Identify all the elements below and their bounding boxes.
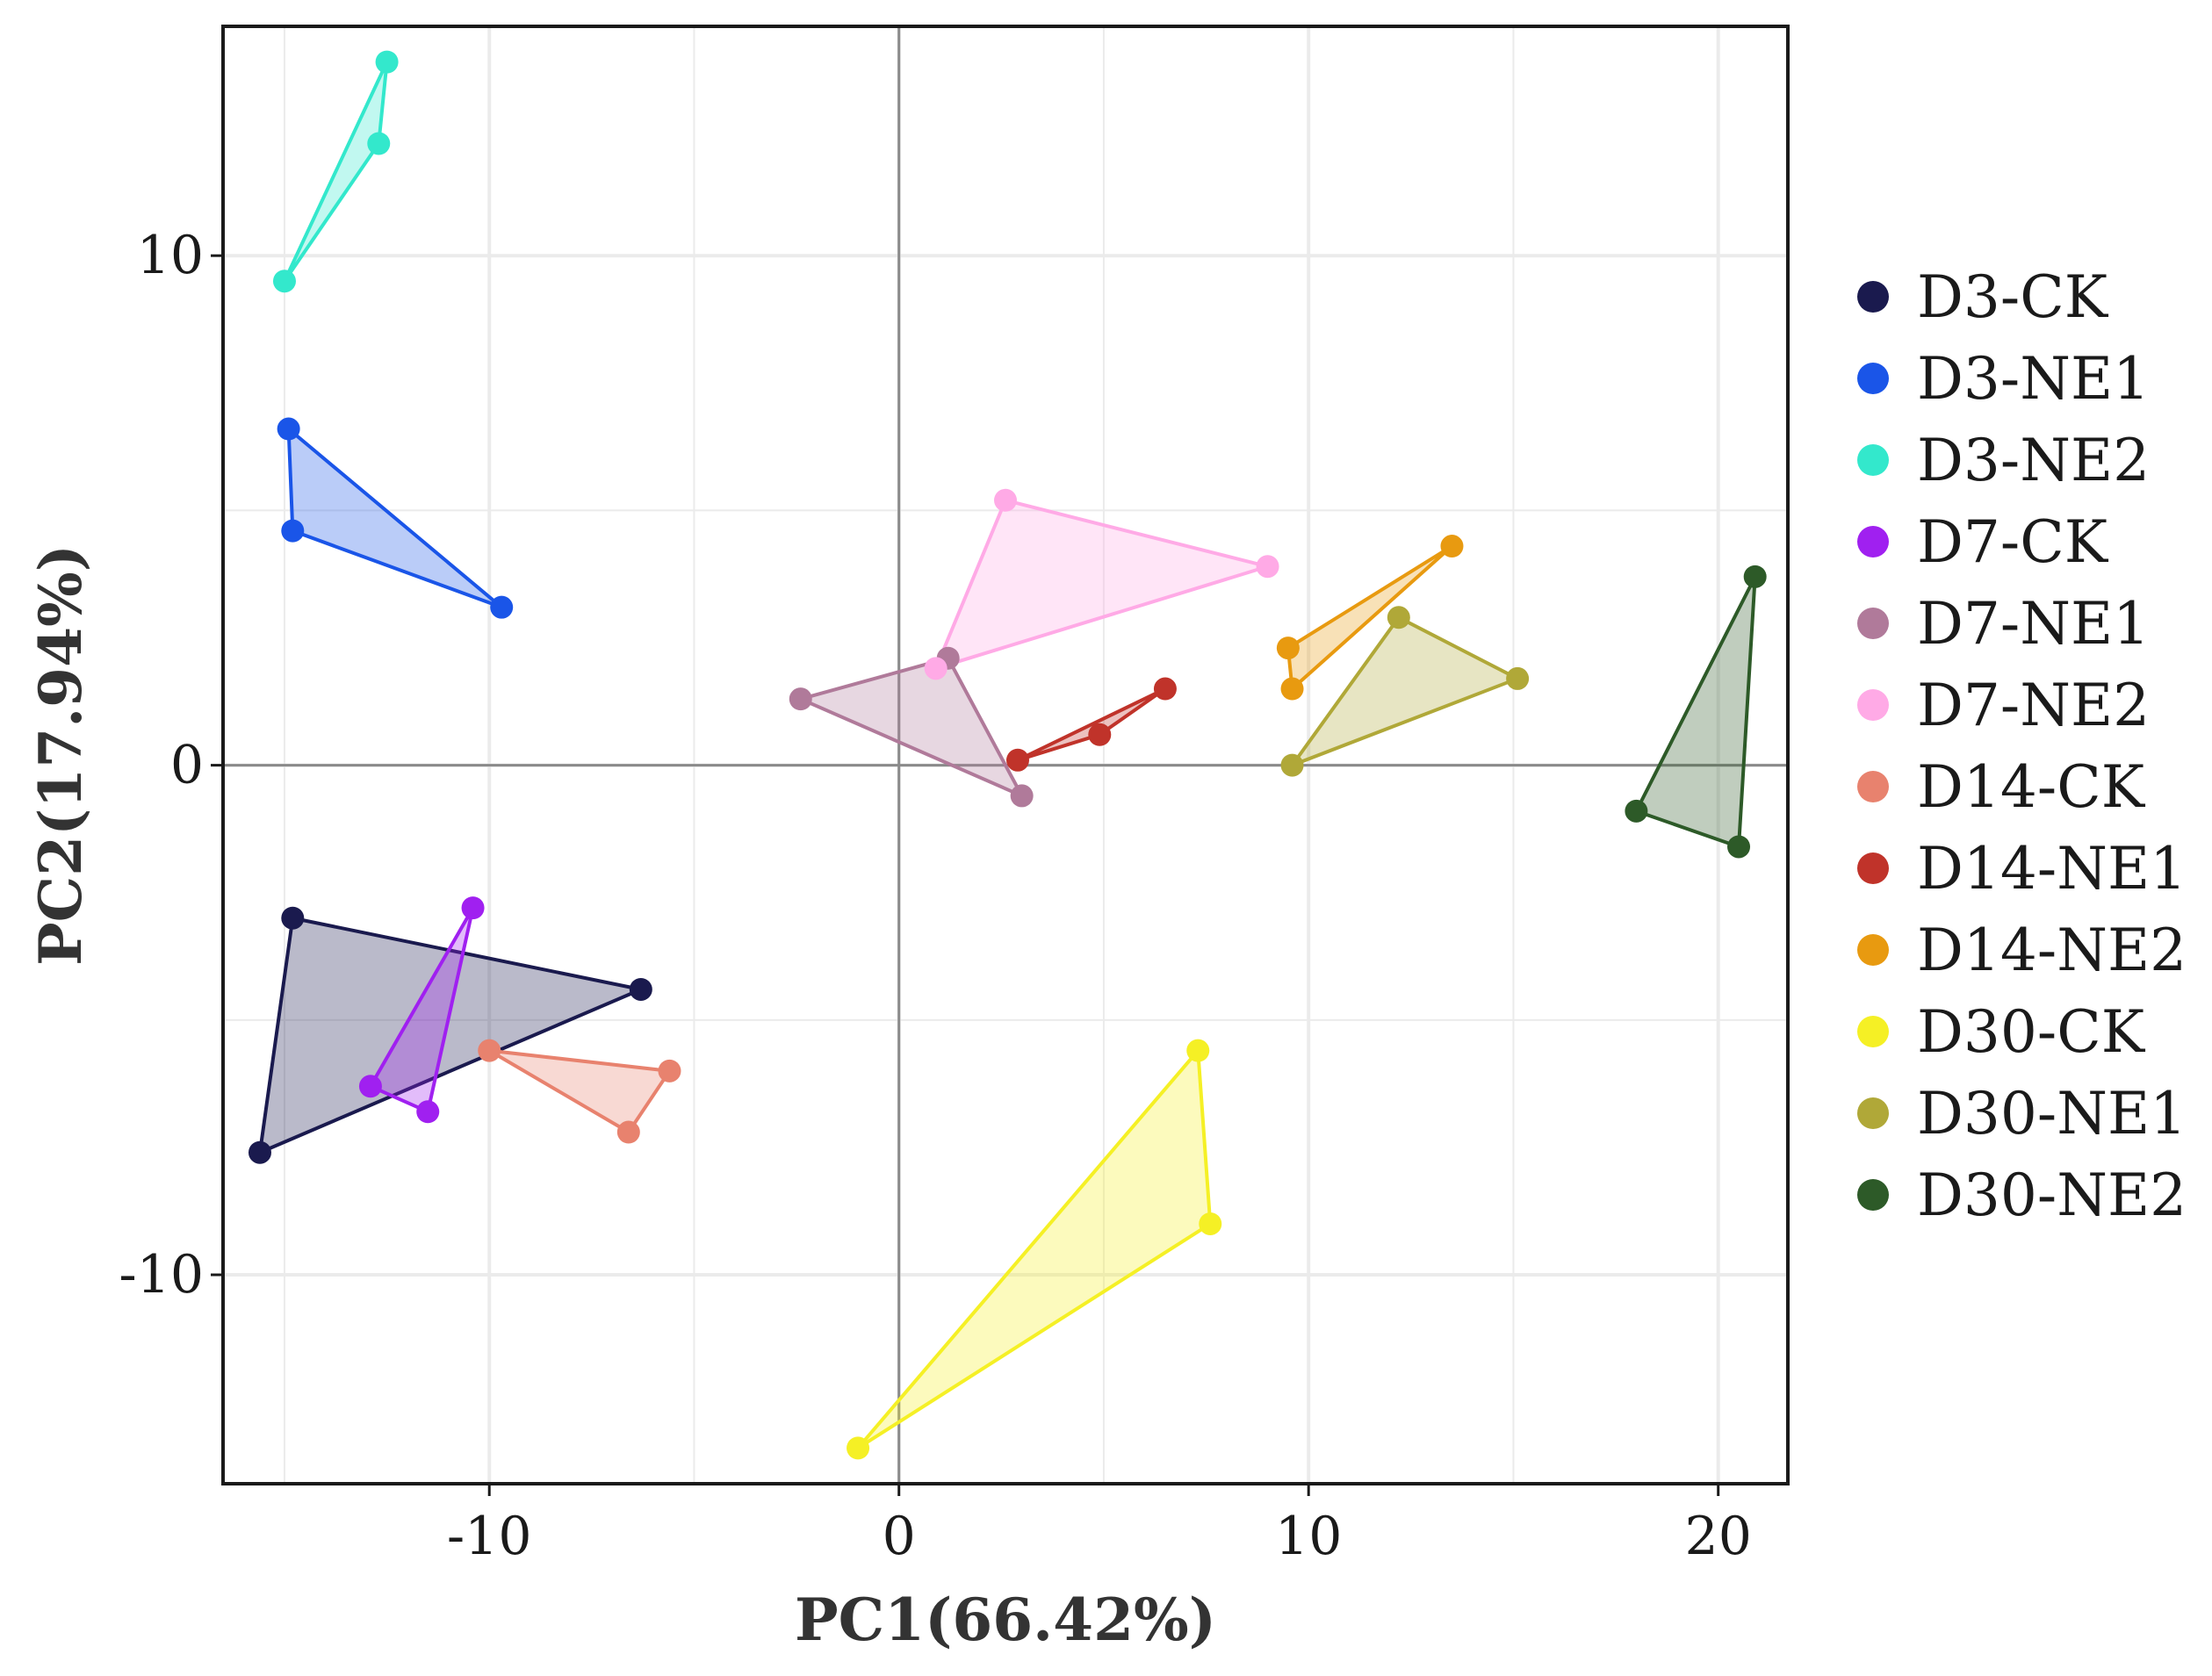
legend-label: D7-CK <box>1917 508 2109 576</box>
legend-marker <box>1857 1016 1889 1047</box>
data-point <box>367 132 391 155</box>
legend-marker <box>1857 444 1889 476</box>
data-point <box>1005 748 1029 772</box>
data-points <box>248 50 1767 1460</box>
legend-label: D14-CK <box>1917 753 2146 821</box>
data-point <box>1088 723 1112 746</box>
data-point <box>1256 555 1279 579</box>
data-point <box>1186 1039 1210 1062</box>
group-hull <box>1290 615 1520 767</box>
data-point <box>1625 799 1648 823</box>
group-hull <box>487 1048 672 1134</box>
data-point <box>272 270 296 293</box>
legend-label: D30-NE2 <box>1917 1162 2187 1229</box>
group-hull <box>257 916 643 1154</box>
data-point <box>1727 835 1751 859</box>
data-point <box>461 896 485 920</box>
data-point <box>1506 666 1530 690</box>
data-point <box>1276 637 1300 660</box>
data-point <box>1280 753 1304 777</box>
legend-label: D30-NE1 <box>1917 1080 2187 1147</box>
data-point <box>616 1120 640 1144</box>
legend-marker <box>1857 689 1889 721</box>
axes: -10 0 10 20 -10 0 10 <box>119 225 1752 1567</box>
x-axis-title: PC1(66.42%) <box>795 1586 1216 1654</box>
data-point <box>1440 535 1464 558</box>
group-hull <box>286 427 504 609</box>
data-point <box>1387 606 1410 629</box>
group-hulls <box>257 60 1757 1450</box>
group-hull <box>1634 574 1757 849</box>
plot-frame <box>221 25 1790 1485</box>
legend: D3-CK D3-NE1 D3-NE2 D7-CK D7-NE1 D7-NE2 D14-CK… <box>1857 263 2187 1229</box>
group-hull <box>933 498 1270 671</box>
y-tick-label: 10 <box>137 225 204 286</box>
data-point <box>658 1059 681 1083</box>
data-point <box>789 687 812 711</box>
data-point <box>1010 784 1034 808</box>
data-point <box>924 657 947 680</box>
legend-label: D7-NE2 <box>1917 672 2150 739</box>
data-point <box>1280 677 1304 701</box>
x-tick-label: 0 <box>883 1506 916 1567</box>
data-point <box>1199 1212 1222 1235</box>
data-point <box>358 1075 382 1098</box>
legend-label: D3-NE1 <box>1917 345 2150 413</box>
data-point <box>277 417 300 441</box>
group-hull <box>1286 544 1454 691</box>
data-point <box>847 1436 870 1460</box>
legend-label: D14-NE1 <box>1917 835 2187 903</box>
group-hull <box>798 656 1024 798</box>
data-point <box>1153 677 1177 701</box>
group-hull <box>282 60 389 284</box>
data-point <box>416 1100 440 1124</box>
x-tick-label: -10 <box>447 1506 532 1567</box>
data-point <box>281 519 305 543</box>
group-hull <box>368 906 475 1114</box>
legend-marker <box>1857 771 1889 802</box>
data-point <box>490 595 514 619</box>
legend-label: D3-CK <box>1917 263 2109 331</box>
data-point <box>994 488 1017 512</box>
x-tick-label: 10 <box>1275 1506 1342 1567</box>
legend-marker <box>1857 526 1889 557</box>
x-tick-label: 20 <box>1685 1506 1752 1567</box>
y-tick-label: 0 <box>170 735 204 796</box>
group-hull <box>1015 687 1167 762</box>
data-point <box>248 1140 271 1164</box>
legend-marker <box>1857 363 1889 394</box>
legend-marker <box>1857 1097 1889 1129</box>
legend-marker <box>1857 934 1889 966</box>
y-axis-title: PC2(17.94%) <box>26 544 95 966</box>
data-point <box>1743 565 1767 588</box>
group-hull <box>856 1048 1213 1450</box>
legend-label: D7-NE1 <box>1917 590 2150 658</box>
legend-label: D30-CK <box>1917 998 2146 1066</box>
data-point <box>629 977 652 1001</box>
legend-label: D14-NE2 <box>1917 917 2187 984</box>
legend-label: D3-NE2 <box>1917 427 2150 494</box>
data-point <box>478 1039 501 1062</box>
data-point <box>375 50 399 74</box>
legend-marker <box>1857 608 1889 639</box>
legend-marker <box>1857 1179 1889 1211</box>
data-point <box>281 906 305 930</box>
legend-marker <box>1857 852 1889 884</box>
y-tick-label: -10 <box>119 1244 204 1306</box>
legend-marker <box>1857 281 1889 313</box>
